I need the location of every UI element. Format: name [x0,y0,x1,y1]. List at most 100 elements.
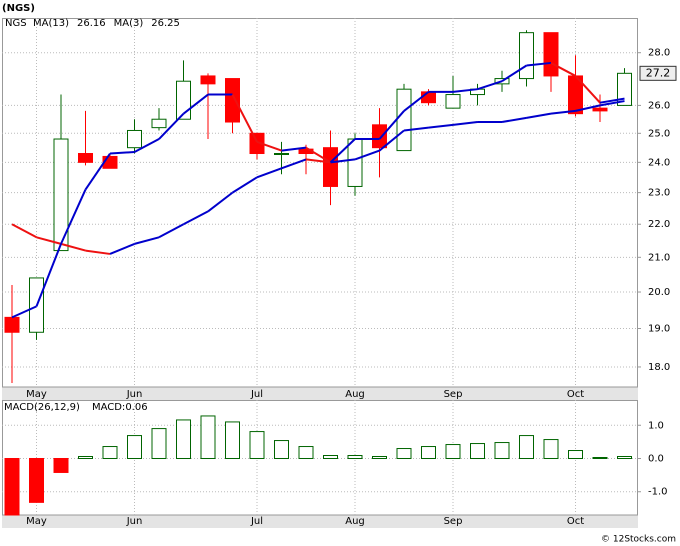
ma-segment [134,236,160,245]
x-axis-strip [2,387,638,400]
y-tick-label: 19.0 [648,324,670,335]
candle-body [127,129,142,149]
x-tick-label: Aug [345,389,365,400]
y-tick-label: 0.0 [648,453,664,464]
macd-bar [225,421,240,459]
y-tick-label: 28.0 [648,48,670,59]
macd-bar [53,457,69,473]
ma-segment [158,223,184,239]
macd-bar [568,450,583,459]
candle-body [519,32,534,80]
legend-value: 26.16 [77,18,106,29]
ma-segment [574,75,601,104]
price-frame [2,18,638,388]
macd-bar [4,457,20,516]
x-tick-label: May [26,389,47,400]
y-tick-label: 26.0 [648,100,670,111]
macd-bar [347,455,363,459]
macd-bar [176,419,191,459]
ma-segment [281,158,307,170]
y-tick-label: -1.0 [648,487,668,498]
y-tick-label: 23.0 [648,188,670,199]
x-tick-label: May [26,516,47,527]
macd-bar [421,446,436,459]
ma-segment [134,138,160,153]
candle-body [151,118,167,129]
y-tick-label: 20.0 [648,287,670,298]
macd-bar [274,440,289,459]
macd-bar [29,457,44,503]
y-tick-label: 18.0 [648,362,670,373]
ma-segment [378,129,405,152]
macd-bar [445,444,461,459]
x-tick-label: Jun [126,389,143,400]
candle-body [592,107,608,112]
ma-segment [403,126,429,132]
ma-segment [599,100,625,107]
macd-bar [543,439,559,459]
ma-segment [231,176,258,194]
candle-body [4,316,20,333]
ma-segment [575,104,601,112]
ma-segment [501,116,527,124]
candle-body [347,138,363,187]
x-axis-strip [2,515,638,528]
ma-segment [550,62,576,77]
x-tick-label: Jul [250,516,263,527]
y-tick-label: 22.0 [648,219,670,230]
x-tick-label: Aug [345,516,365,527]
ma-segment [183,210,209,226]
ma-segment [452,88,478,93]
candle-body [396,88,412,152]
macd-bar [298,446,314,459]
ma-segment [36,236,62,245]
ma-segment [428,123,454,129]
macd-bar [372,456,387,459]
macd-bar [78,456,93,459]
ma-segment [60,242,86,252]
ma-segment [526,112,552,119]
ma-segment [403,91,430,112]
ma-segment [109,151,135,155]
ma-segment [501,64,528,83]
ma-segment [207,191,234,213]
macd-legend-value: 0.06 [125,402,147,413]
ma-segment [35,243,62,307]
ma-segment [281,146,307,152]
ma-segment [182,93,209,115]
legend-name: MA(13) [33,18,69,29]
macd-bar [617,456,632,459]
ma-segment [305,158,331,164]
ma-segment [329,138,356,164]
x-tick-label: Sep [444,389,463,400]
ma-segment [526,61,552,67]
candle-body [421,91,436,104]
ma-segment [354,149,380,161]
legend-value: 26.25 [151,18,180,29]
candle-body [78,153,93,163]
ma-segment [599,97,625,104]
macd-bar [323,455,338,459]
y-tick-label: 1.0 [648,420,664,431]
macd-bar [519,435,534,459]
ma-segment [305,146,332,164]
candle-body [200,75,216,85]
macd-title: MACD(26,12,9) [4,402,80,413]
y-tick-label: 25.0 [648,128,670,139]
macd-frame [2,400,638,516]
ma-segment [11,305,37,319]
ma-segment [109,242,135,255]
ma-segment [85,249,111,255]
macd-bar [470,443,485,459]
macd-legend-name: MACD: [92,402,125,413]
ma-segment [231,94,258,143]
macd-bar [494,442,510,459]
ma-segment [550,109,576,115]
macd-bar [200,415,216,459]
candle-body [617,72,632,106]
price-tag [639,65,677,81]
ma-segment [11,223,37,239]
ma-segment [378,110,405,140]
macd-bar [127,435,142,459]
